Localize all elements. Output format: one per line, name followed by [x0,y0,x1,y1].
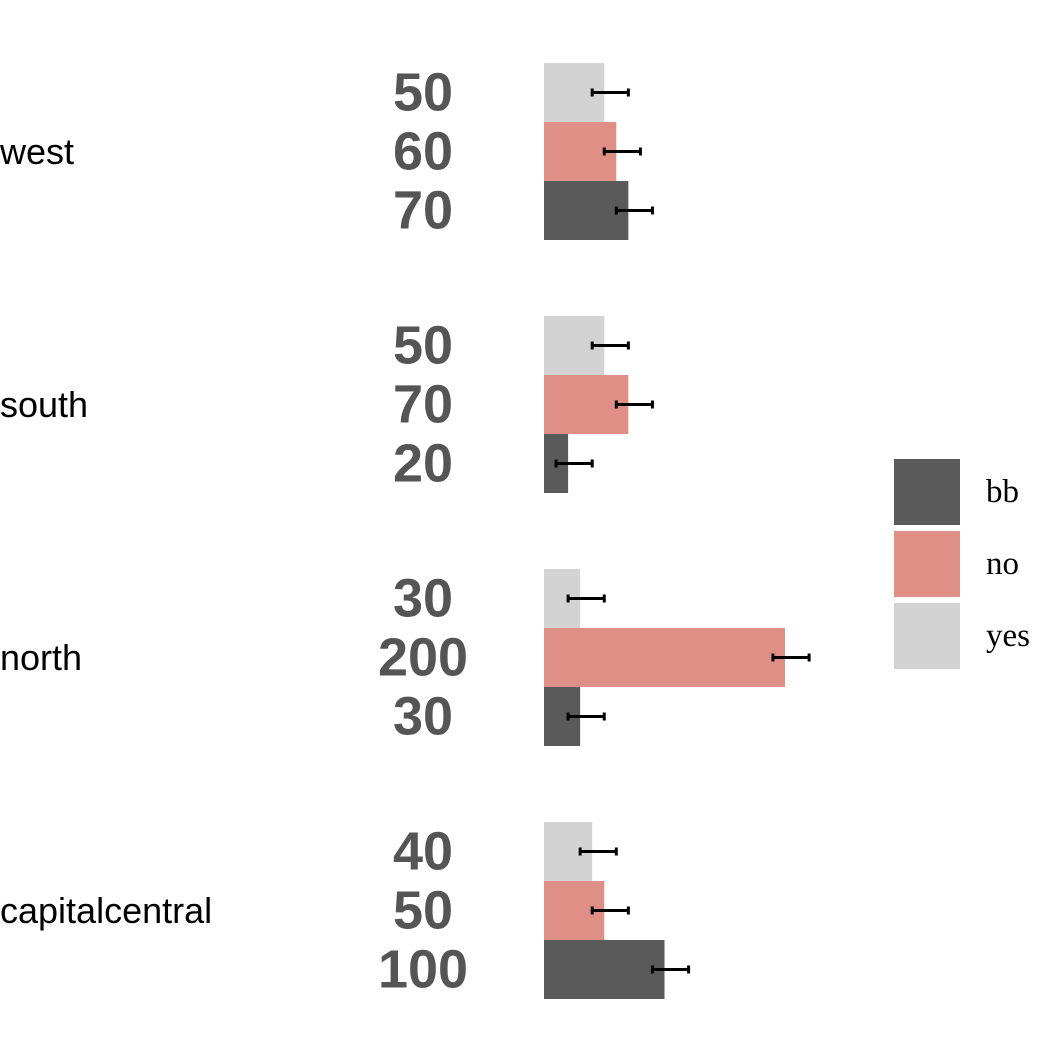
value-label-south-yes: 50 [393,316,453,376]
error-bar-west-yes [590,88,630,97]
error-bar-north-no [771,653,811,662]
bar-north-no [544,628,785,687]
legend-swatch-yes [894,603,960,669]
bar-west-bb [544,181,629,240]
value-label-north-yes: 30 [393,569,453,629]
category-label-south: south [0,384,88,425]
legend-label-yes: yes [986,618,1030,654]
legend: bb no yes [894,459,1030,669]
value-label-north-bb: 30 [393,687,453,747]
legend-swatch-bb [894,459,960,525]
error-bar-capitalcentral-yes [578,847,618,856]
value-label-north-no: 200 [378,628,468,688]
bars [544,63,785,999]
error-bars [554,88,811,974]
value-label-south-no: 70 [393,375,453,435]
error-bar-west-bb [614,206,654,215]
value-label-capitalcentral-no: 50 [393,881,453,941]
value-label-capitalcentral-bb: 100 [378,940,468,1000]
legend-label-bb: bb [986,474,1019,510]
error-bar-capitalcentral-no [590,906,630,915]
bar-capitalcentral-bb [544,940,665,999]
legend-swatch-no [894,531,960,597]
error-bar-south-bb [554,459,594,468]
error-bar-south-no [614,400,654,409]
category-label-capitalcentral: capitalcentral [0,890,212,931]
legend-label-no: no [986,546,1019,582]
value-label-west-yes: 50 [393,63,453,123]
error-bar-north-bb [566,712,606,721]
value-label-west-bb: 70 [393,181,453,241]
error-bar-west-no [602,147,642,156]
value-label-west-no: 60 [393,122,453,182]
error-bar-north-yes [566,594,606,603]
bar-south-no [544,375,629,434]
value-label-south-bb: 20 [393,434,453,494]
category-label-north: north [0,637,82,678]
value-label-capitalcentral-yes: 40 [393,822,453,882]
error-bar-capitalcentral-bb [650,965,691,974]
category-labels: west south north capitalcentral [0,131,212,931]
error-bar-south-yes [590,341,630,350]
category-label-west: west [0,131,74,172]
